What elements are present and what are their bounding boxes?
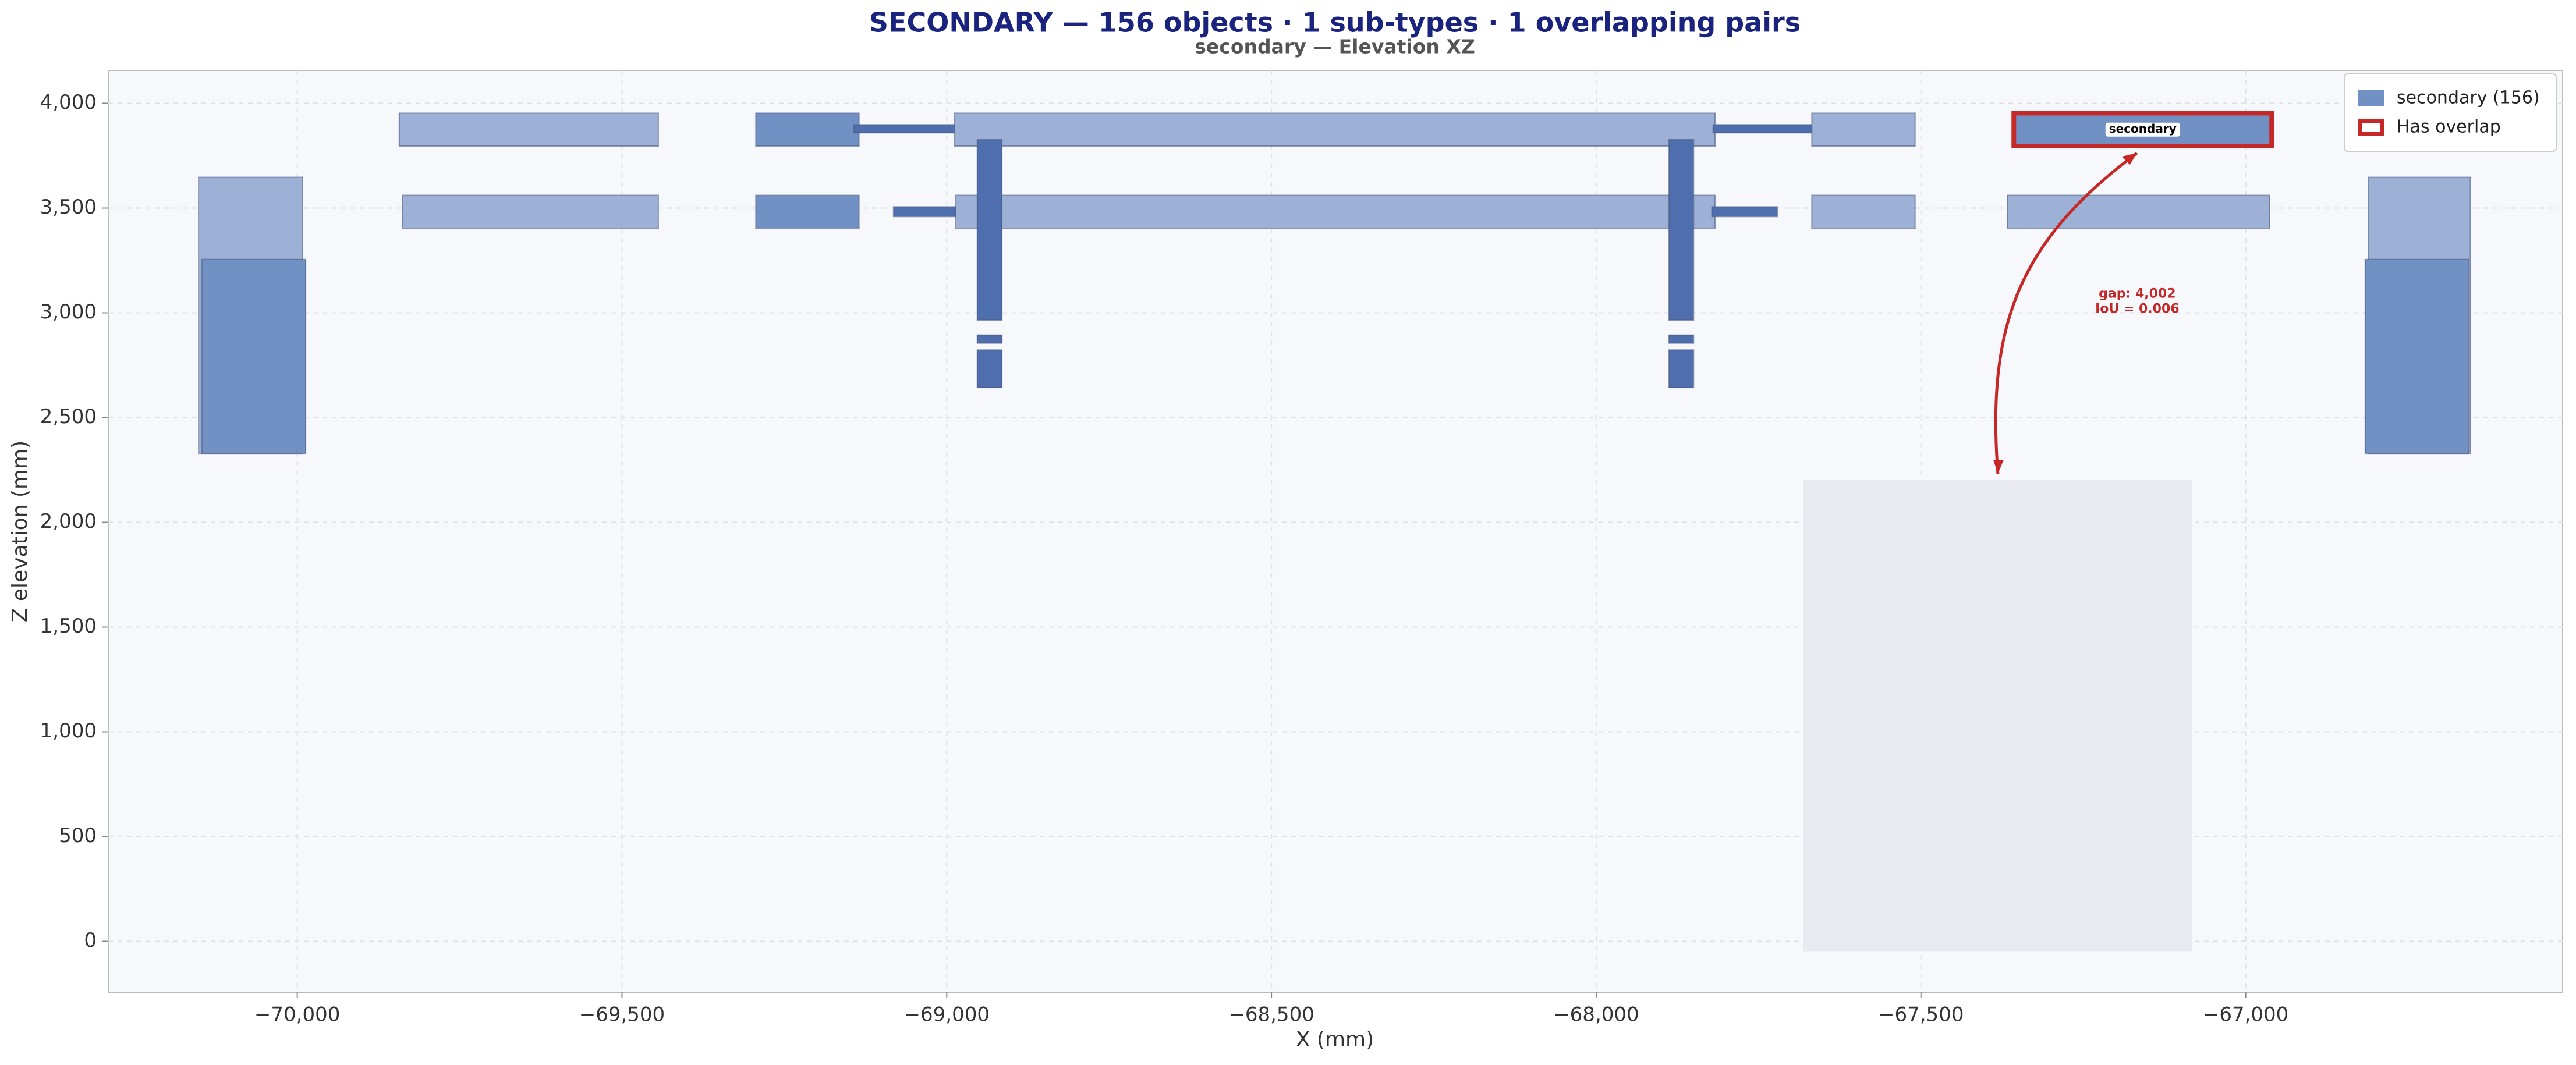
object (201, 258, 307, 455)
object (976, 139, 1003, 321)
x-axis-label: X (mm) (1296, 1028, 1374, 1052)
y-tick-label: 500 (59, 824, 97, 847)
object (1811, 112, 1916, 147)
legend-swatch (2358, 119, 2384, 136)
y-axis-label: Z elevation (mm) (8, 441, 32, 622)
y-tick-label: 3,500 (40, 196, 97, 219)
x-tick-label: −69,000 (904, 1003, 990, 1027)
object-label-bg (2105, 122, 2180, 137)
arrow-head (2121, 152, 2137, 165)
object-label: secondary (2109, 122, 2177, 136)
y-tick-label: 1,500 (40, 615, 97, 638)
x-tick-label: −70,000 (254, 1003, 340, 1027)
y-tick-label: 0 (84, 929, 97, 952)
y-tick-label: 3,000 (40, 300, 97, 324)
object (2364, 258, 2469, 455)
object (955, 194, 1716, 229)
legend-label: secondary (156) (2397, 88, 2540, 108)
legend-label: Has overlap (2397, 117, 2501, 137)
x-tick-label: −67,000 (2203, 1003, 2288, 1027)
object (1811, 194, 1916, 229)
y-tick-label: 2,000 (40, 510, 97, 533)
object (755, 194, 860, 229)
object (976, 349, 1003, 389)
object (2007, 194, 2270, 229)
overlap-outline (2011, 111, 2274, 148)
object (402, 194, 659, 229)
annotation: gap: 4,002 (2099, 287, 2175, 301)
object (954, 112, 1716, 147)
chart-subtitle: secondary — Elevation XZ (1195, 36, 1475, 58)
arrow-head (1993, 460, 2004, 474)
object (853, 124, 959, 134)
legend-swatch (2358, 90, 2384, 106)
y-tick-label: 4,000 (40, 91, 97, 114)
y-tick-label: 1,000 (40, 719, 97, 743)
annotation: IoU = 0.006 (2095, 302, 2180, 317)
x-tick-label: −67,500 (1878, 1003, 1964, 1027)
object (1668, 139, 1695, 321)
y-tick-label: 2,500 (40, 405, 97, 428)
x-tick-label: −68,000 (1553, 1003, 1639, 1027)
x-tick-label: −68,500 (1228, 1003, 1314, 1027)
annotation-arrow (1994, 151, 2138, 474)
object (1668, 334, 1695, 344)
x-tick-label: −69,500 (579, 1003, 665, 1027)
object (1712, 124, 1817, 134)
object (1668, 349, 1695, 389)
legend-box (2344, 73, 2557, 152)
object (892, 206, 960, 218)
region (1803, 480, 2193, 952)
object (755, 112, 860, 147)
object (1711, 206, 1778, 218)
object (976, 334, 1003, 344)
object (398, 112, 659, 147)
chart-title: SECONDARY — 156 objects · 1 sub-types · … (869, 7, 1801, 38)
